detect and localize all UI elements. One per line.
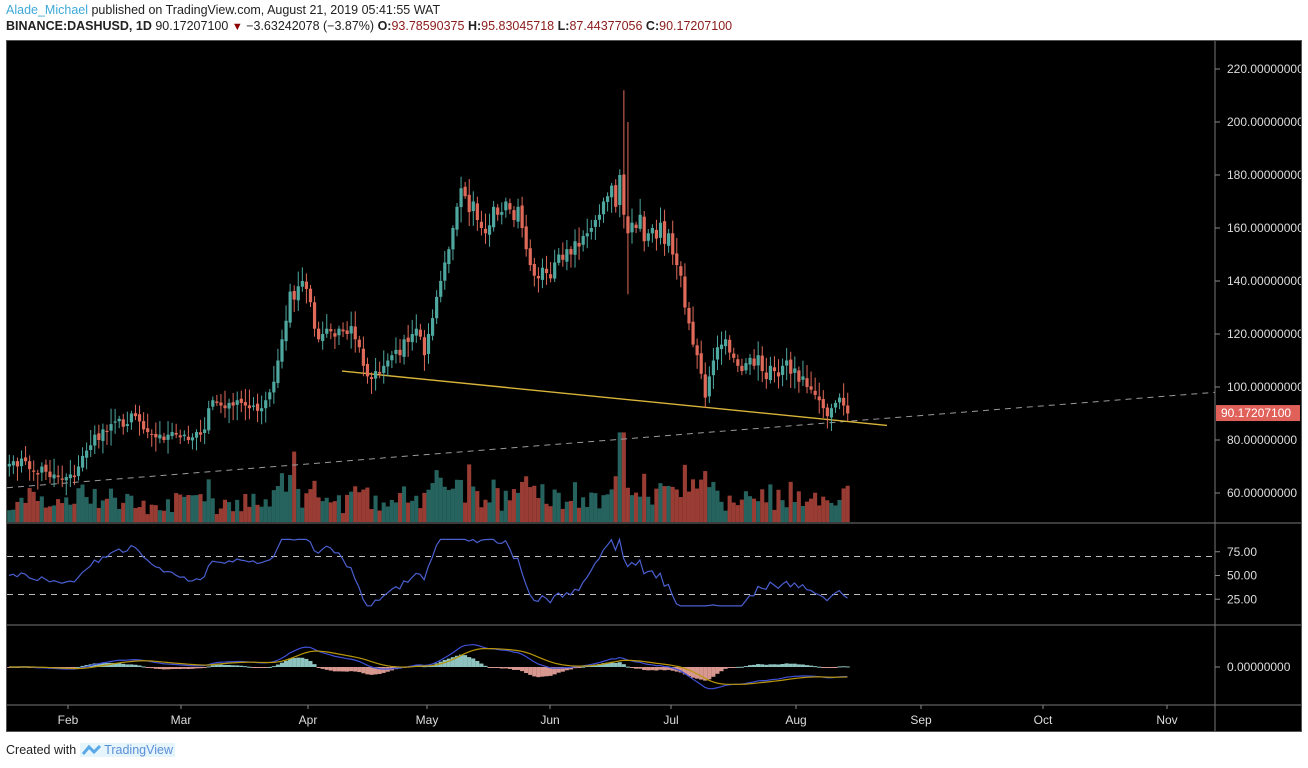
time-tick: Apr xyxy=(299,713,318,727)
footer: Created with TradingView xyxy=(6,743,175,757)
created-with-text: Created with xyxy=(6,743,77,757)
down-triangle-icon: ▼ xyxy=(231,21,243,33)
time-tick: Nov xyxy=(1156,713,1177,727)
low-value: 87.44377056 xyxy=(569,19,643,33)
publish-line: Alade_Michael published on TradingView.c… xyxy=(6,3,440,17)
time-tick: Jun xyxy=(540,713,559,727)
tradingview-logo-link[interactable]: TradingView xyxy=(80,743,175,757)
price-tick: 100.00000000 xyxy=(1227,380,1301,394)
time-tick: Mar xyxy=(171,713,192,727)
time-tick: Feb xyxy=(58,713,79,727)
published-text: published on TradingView.com, August 21,… xyxy=(91,3,441,17)
price-change: −3.63242078 (−3.87%) xyxy=(246,19,375,33)
time-tick: Aug xyxy=(785,713,806,727)
price-tick: 120.00000000 xyxy=(1227,327,1301,341)
price-tick: 200.00000000 xyxy=(1227,115,1301,129)
price-tick: 140.00000000 xyxy=(1227,274,1301,288)
low-label: L: xyxy=(557,19,570,33)
last-price: 90.17207100 xyxy=(155,19,229,33)
price-tick: 180.00000000 xyxy=(1227,168,1301,182)
open-value: 93.78590375 xyxy=(391,19,465,33)
time-tick: May xyxy=(416,713,439,727)
high-label: H: xyxy=(467,19,482,33)
high-value: 95.83045718 xyxy=(481,19,555,33)
symbol-line: BINANCE:DASHUSD, 1D 90.17207100 ▼ −3.632… xyxy=(6,19,732,33)
close-label: C: xyxy=(645,19,660,33)
rsi-tick: 75.00 xyxy=(1227,545,1257,559)
rsi-line xyxy=(8,537,848,607)
price-tick: 60.00000000 xyxy=(1227,486,1297,500)
last-price-label xyxy=(1216,405,1300,422)
rsi-tick: 25.00 xyxy=(1227,592,1257,606)
tradingview-brand: TradingView xyxy=(104,743,173,757)
symbol-label: BINANCE:DASHUSD, 1D xyxy=(6,19,152,33)
ascending-trendline[interactable] xyxy=(6,391,1216,489)
tradingview-logo-icon xyxy=(82,744,102,755)
price-tick: 220.00000000 xyxy=(1227,62,1301,76)
price-tick: 80.00000000 xyxy=(1227,433,1297,447)
signal-line xyxy=(8,647,848,685)
chart-area[interactable]: 220.00000000 200.00000000 180.00000000 160.… xyxy=(6,40,1304,732)
close-value: 90.17207100 xyxy=(659,19,733,33)
time-tick: Jul xyxy=(663,713,678,727)
time-tick: Sep xyxy=(910,713,932,727)
author-link[interactable]: Alade_Michael xyxy=(6,3,88,17)
rsi-tick: 50.00 xyxy=(1227,569,1257,583)
support-trendline[interactable] xyxy=(341,370,888,427)
price-tick: 160.00000000 xyxy=(1227,221,1301,235)
svg-text:90.17207100: 90.17207100 xyxy=(1221,406,1291,420)
open-label: O: xyxy=(377,19,392,33)
time-tick: Oct xyxy=(1034,713,1053,727)
chart-canvas[interactable]: 220.00000000 200.00000000 180.00000000 160.… xyxy=(6,41,1304,731)
macd-tick: 0.00000000 xyxy=(1227,660,1291,674)
